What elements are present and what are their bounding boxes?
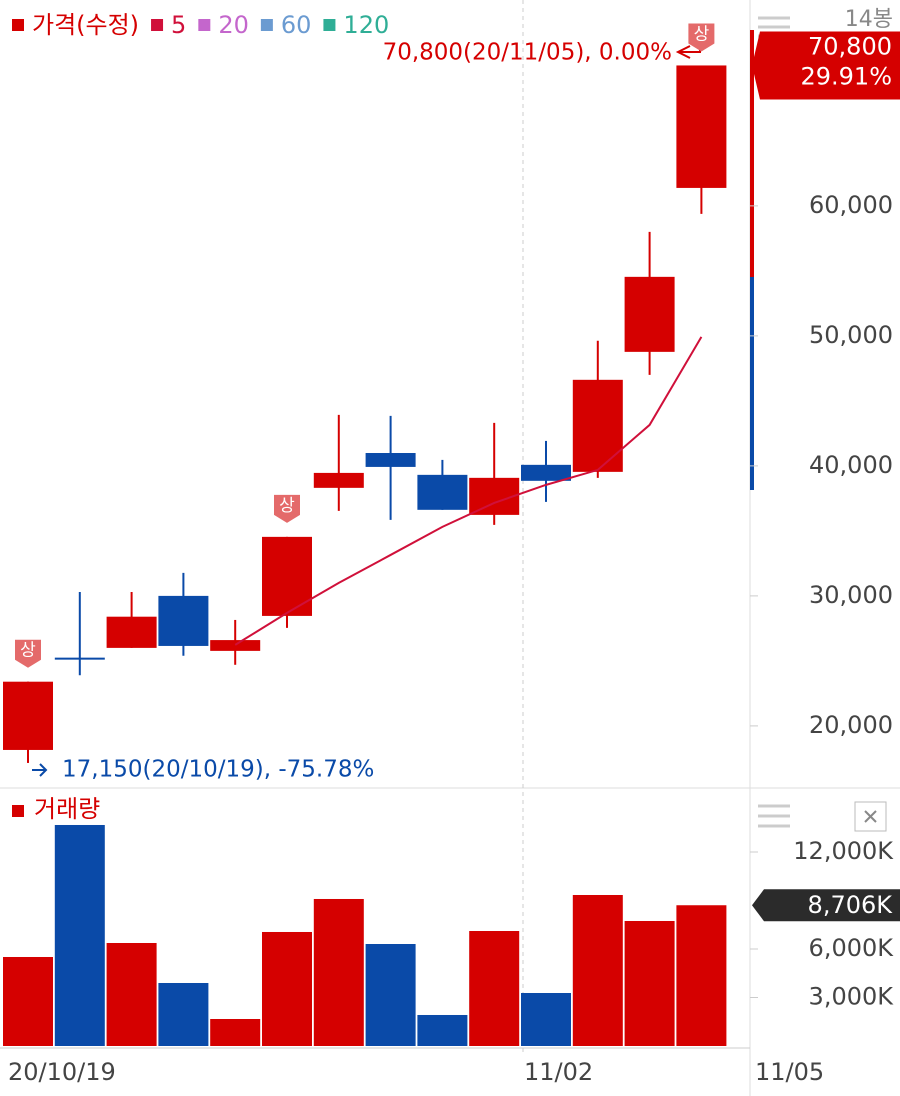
y-tick-label: 12,000K — [793, 837, 894, 865]
y-tick-label: 6,000K — [809, 934, 895, 962]
legend-swatch — [323, 19, 336, 31]
close-button[interactable] — [854, 801, 887, 832]
legend-swatch — [12, 805, 24, 817]
volume-bar — [417, 1014, 468, 1046]
volume-bar — [54, 824, 105, 1046]
y-tick-label: 50,000 — [809, 321, 893, 349]
limit-up-badge — [15, 639, 41, 668]
last-volume: 8,706K — [808, 891, 894, 919]
y-tick-label: 30,000 — [809, 581, 893, 609]
legend-swatch — [12, 19, 24, 31]
legend-swatch — [260, 19, 273, 31]
candle-body — [521, 464, 571, 481]
volume-bar — [106, 942, 157, 1046]
candle-body — [572, 379, 623, 472]
x-tick-label: 20/10/19 — [8, 1058, 116, 1086]
candle-body — [3, 681, 53, 750]
limit-up-label: 상 — [694, 24, 710, 44]
moving-average — [234, 336, 703, 646]
bar-count: 14봉 — [845, 7, 893, 32]
last-price: 70,800 — [808, 32, 892, 60]
legend-label: 5 — [171, 11, 186, 39]
volume-bar — [365, 943, 416, 1046]
legend-swatch — [198, 19, 211, 31]
last-volume-box — [752, 889, 900, 922]
panel-title: 거래량 — [34, 795, 100, 823]
candle-body — [262, 536, 312, 616]
volume-bar — [3, 956, 53, 1046]
x-tick-label: 11/02 — [524, 1058, 593, 1086]
volume-bar — [158, 982, 209, 1046]
volume-bar — [521, 993, 571, 1046]
y-tick-label: 20,000 — [809, 711, 893, 739]
y-tick-label: 3,000K — [809, 982, 895, 1010]
volume-bar — [624, 920, 675, 1046]
legend-label: 60 — [281, 11, 312, 39]
volume-bar — [572, 894, 623, 1046]
range-bar-up — [750, 30, 754, 277]
limit-up-badge — [688, 23, 715, 52]
volume-bar — [676, 905, 727, 1046]
limit-up-label: 상 — [20, 641, 36, 661]
high-annotation: 70,800(20/11/05), 0.00% — [383, 40, 672, 66]
candle-body — [210, 640, 261, 651]
legend-label: 120 — [343, 11, 389, 39]
legend-swatch — [151, 19, 164, 31]
volume-bar — [210, 1019, 261, 1046]
candle-body — [676, 65, 727, 188]
limit-up-label: 상 — [279, 496, 295, 516]
range-bar-down — [750, 277, 754, 490]
y-tick-label: 40,000 — [809, 451, 893, 479]
candle-body — [158, 595, 209, 646]
volume-bar — [262, 931, 312, 1046]
legend-label: 가격(수정) — [32, 11, 139, 39]
candle-body — [365, 453, 416, 467]
volume-bar — [469, 931, 520, 1046]
candle-body — [313, 472, 364, 488]
volume-bar — [313, 898, 364, 1046]
limit-up-badge — [274, 494, 300, 523]
low-arrow — [32, 763, 48, 777]
low-annotation: 17,150(20/10/19), -75.78% — [62, 757, 374, 783]
candle-body — [417, 474, 468, 510]
last-change: 29.91% — [800, 62, 892, 90]
legend-label: 20 — [218, 11, 249, 39]
menu-icon[interactable] — [758, 804, 790, 828]
date-label: 11/05 — [755, 1058, 824, 1086]
last-price-box — [752, 31, 900, 100]
y-tick-label: 60,000 — [809, 191, 893, 219]
candle-body — [624, 276, 675, 352]
candle-body — [54, 657, 105, 660]
candle-body — [106, 616, 157, 648]
